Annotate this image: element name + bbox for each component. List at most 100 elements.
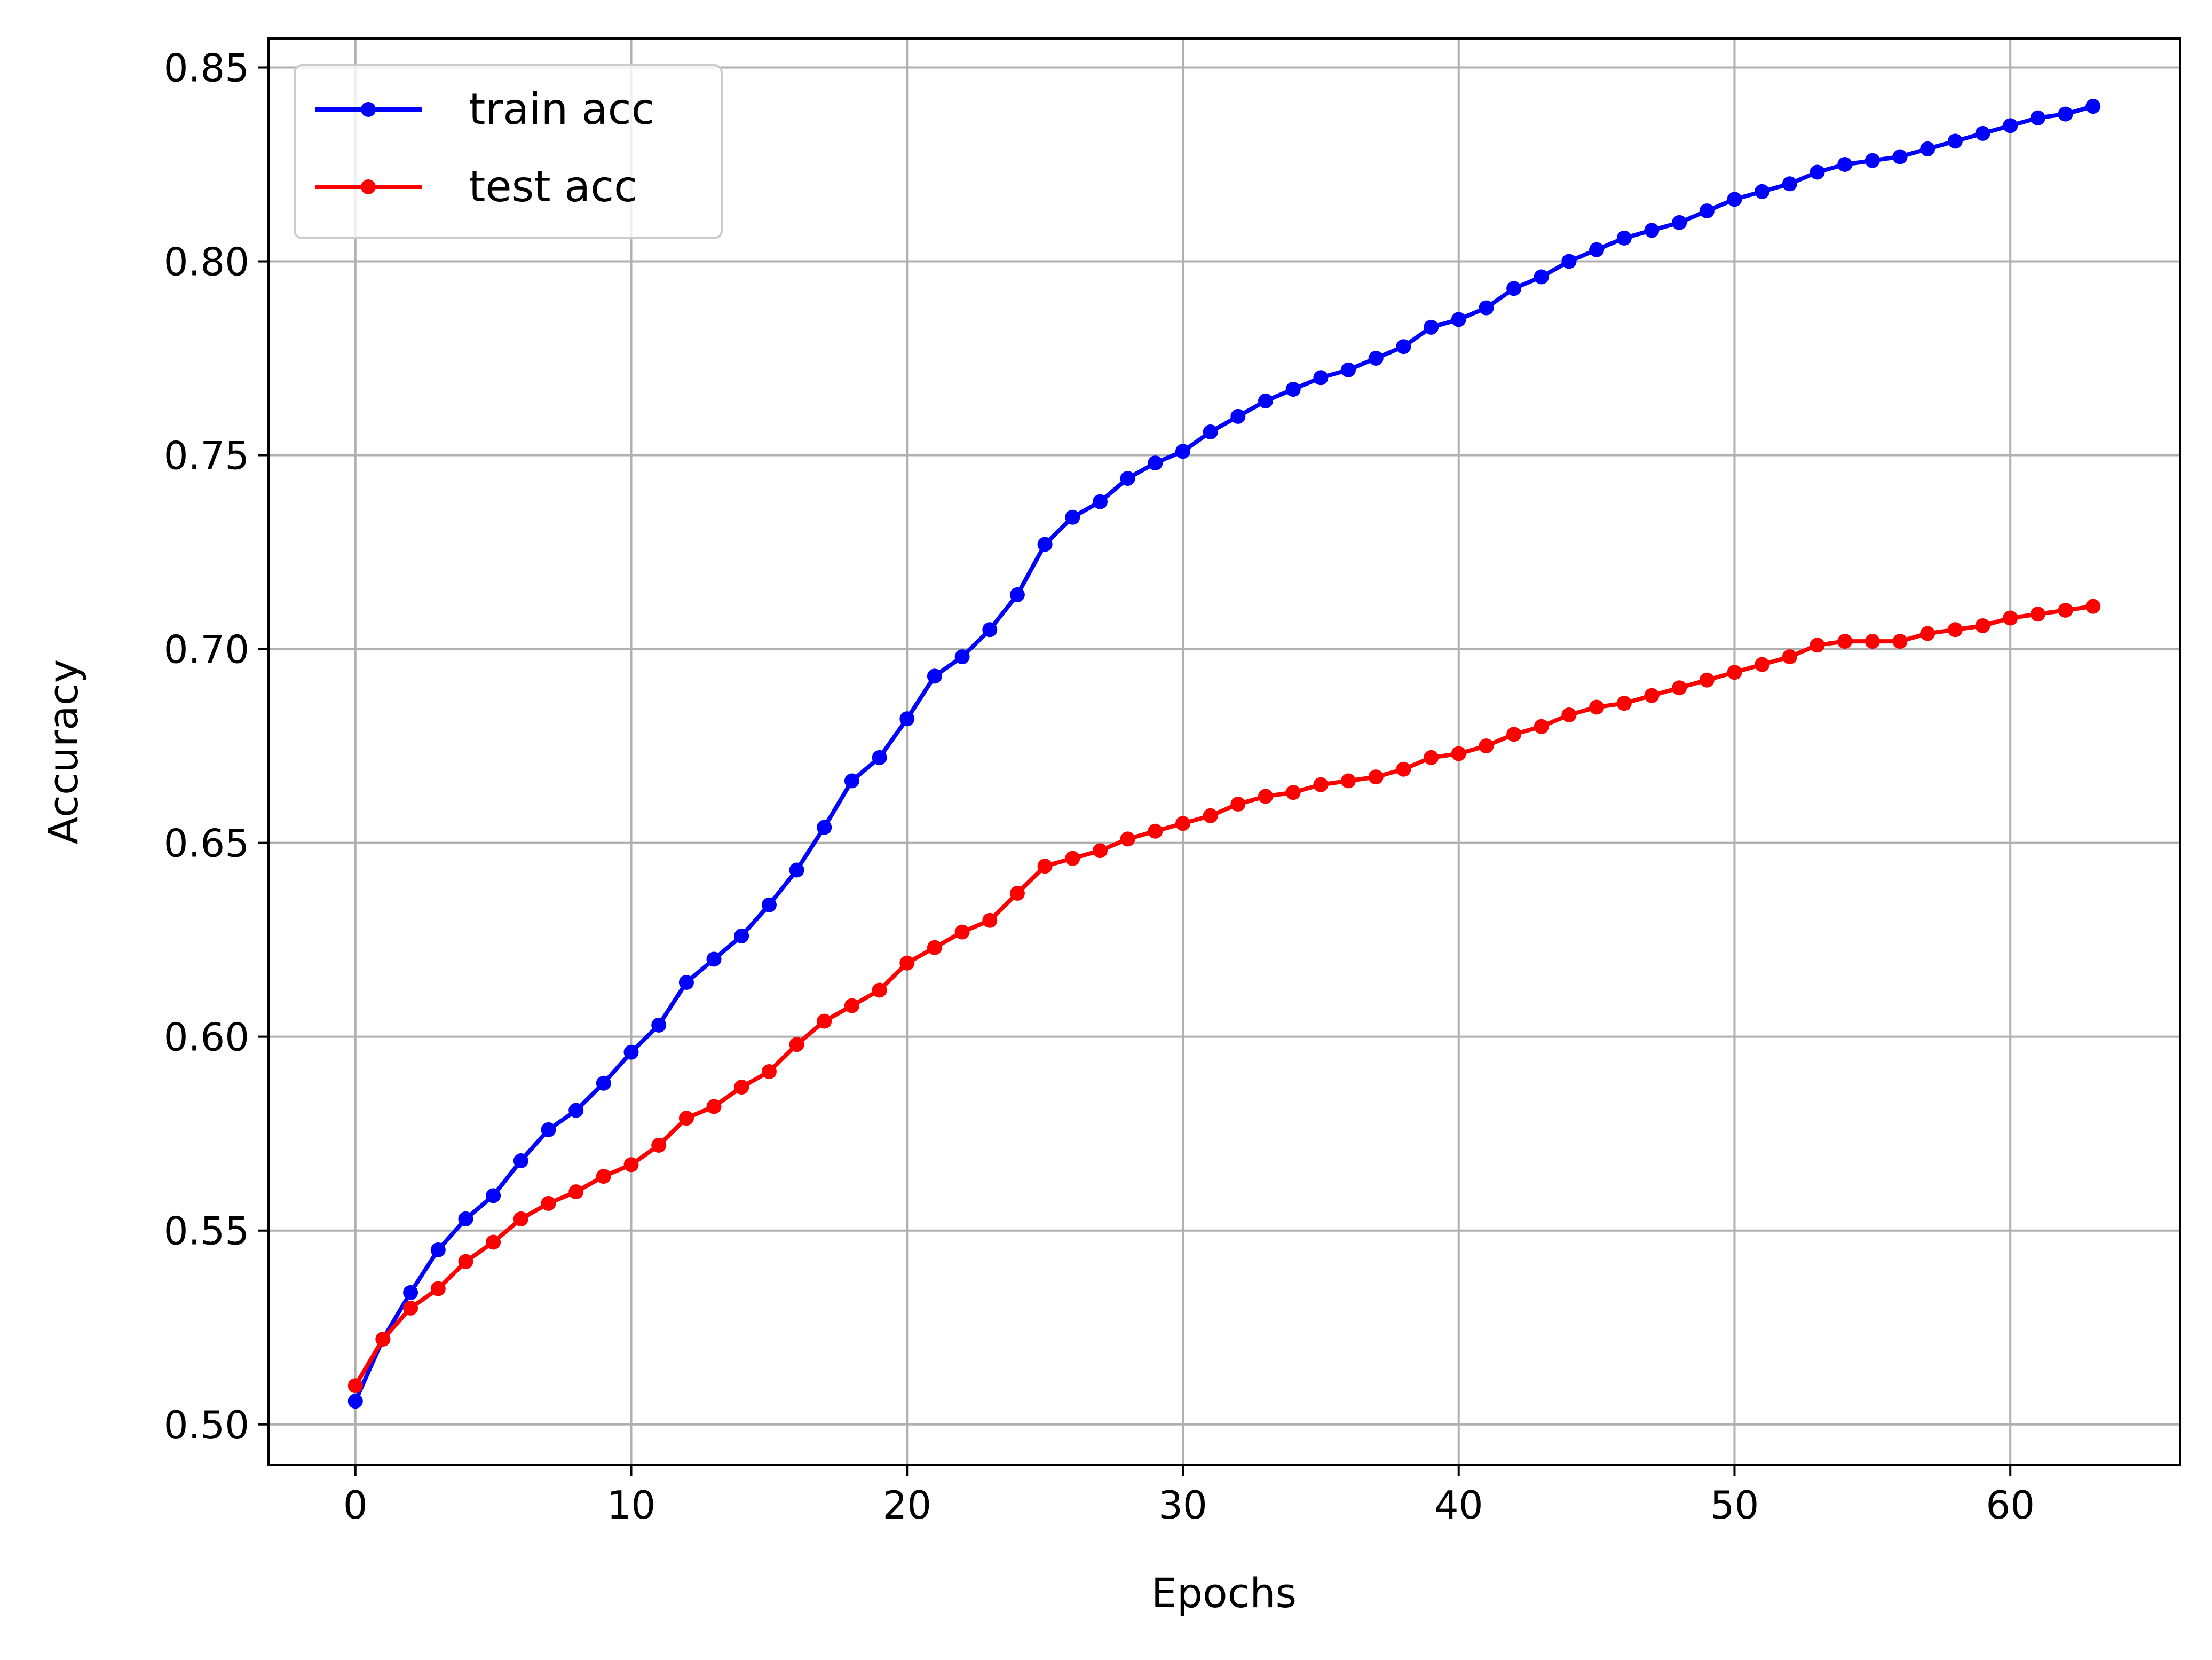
data-point-test-acc [1285, 785, 1301, 800]
plot-area [268, 38, 2180, 1465]
data-point-train-acc [2085, 99, 2101, 114]
legend-label-train: train acc [469, 84, 655, 134]
data-point-train-acc [458, 1211, 473, 1226]
data-point-test-acc [1920, 626, 1936, 641]
y-tick-label: 0.60 [164, 1015, 249, 1060]
data-point-train-acc [1175, 444, 1190, 459]
data-point-test-acc [844, 998, 859, 1013]
x-axis-label: Epochs [1151, 1569, 1297, 1617]
data-point-train-acc [651, 1017, 667, 1033]
data-point-train-acc [1396, 339, 1411, 355]
data-point-test-acc [1782, 649, 1797, 665]
legend-label-test: test acc [469, 162, 637, 211]
data-point-test-acc [1810, 638, 1825, 653]
data-point-train-acc [1258, 393, 1273, 408]
data-point-test-acc [761, 1064, 777, 1079]
x-tick-label: 60 [1986, 1483, 2035, 1528]
data-point-train-acc [1313, 370, 1329, 386]
data-point-train-acc [486, 1188, 501, 1203]
data-point-train-acc [706, 951, 722, 967]
data-point-train-acc [817, 820, 832, 835]
data-point-train-acc [982, 622, 998, 638]
data-point-test-acc [403, 1300, 418, 1316]
data-point-train-acc [1424, 319, 1439, 335]
data-point-train-acc [1093, 494, 1108, 509]
data-point-test-acc [596, 1169, 611, 1184]
data-point-train-acc [927, 668, 942, 684]
data-point-test-acc [1892, 634, 1908, 649]
data-point-test-acc [1230, 797, 1246, 812]
data-point-train-acc [789, 862, 804, 878]
data-point-test-acc [982, 912, 998, 928]
data-point-train-acc [596, 1075, 611, 1091]
data-point-test-acc [1120, 831, 1135, 847]
data-point-test-acc [347, 1378, 363, 1394]
data-point-test-acc [872, 982, 887, 998]
data-point-test-acc [541, 1195, 556, 1211]
data-point-test-acc [486, 1234, 501, 1250]
data-point-train-acc [872, 750, 887, 765]
data-point-train-acc [899, 711, 915, 727]
data-point-test-acc [1203, 808, 1218, 823]
data-point-test-acc [1341, 773, 1356, 789]
data-point-train-acc [954, 649, 970, 665]
data-point-train-acc [1616, 230, 1632, 246]
data-point-test-acc [1479, 738, 1494, 754]
data-point-test-acc [430, 1281, 446, 1296]
ticks: 0 10 20 30 40 50 60 0.50 0.55 0.60 0.65 0.70 0.75 0.8… [164, 45, 2035, 1528]
data-point-test-acc [1175, 816, 1190, 831]
data-point-test-acc [1755, 657, 1770, 672]
data-point-test-acc [1506, 727, 1522, 742]
data-point-test-acc [706, 1099, 722, 1114]
grid [268, 38, 2180, 1465]
data-point-train-acc [1037, 537, 1053, 552]
plot-frame [267, 37, 2181, 1466]
data-point-train-acc [1479, 300, 1494, 316]
data-point-train-acc [2058, 106, 2073, 122]
data-point-train-acc [1230, 408, 1246, 424]
data-point-train-acc [1506, 281, 1522, 296]
legend-marker-test [361, 179, 376, 194]
series-train-acc [347, 99, 2101, 1409]
data-point-train-acc [568, 1103, 584, 1118]
data-point-train-acc [2030, 110, 2045, 125]
data-point-test-acc [1424, 750, 1439, 765]
data-point-train-acc [1120, 471, 1135, 486]
y-tick-label: 0.80 [164, 240, 249, 285]
data-point-test-acc [1837, 634, 1853, 649]
data-point-test-acc [1589, 699, 1605, 715]
data-point-train-acc [761, 897, 777, 912]
y-axis-label: Accuracy [40, 659, 87, 845]
data-point-train-acc [513, 1153, 528, 1168]
data-point-train-acc [1285, 382, 1301, 397]
data-point-train-acc [1782, 176, 1797, 192]
data-point-test-acc [1037, 859, 1053, 874]
y-tick-label: 0.65 [164, 821, 249, 866]
y-tick-label: 0.70 [164, 627, 249, 672]
data-point-train-acc [1009, 587, 1025, 602]
data-point-test-acc [1561, 707, 1577, 722]
y-tick-label: 0.50 [164, 1403, 249, 1447]
data-point-train-acc [1148, 455, 1163, 471]
data-point-train-acc [347, 1394, 363, 1409]
data-point-train-acc [1920, 141, 1936, 156]
data-point-test-acc [513, 1211, 528, 1226]
data-point-test-acc [375, 1332, 391, 1347]
series-layer [347, 99, 2101, 1409]
data-point-test-acc [1975, 618, 1990, 633]
data-point-test-acc [1009, 886, 1025, 901]
x-tick-label: 0 [343, 1483, 368, 1528]
data-point-test-acc [1865, 634, 1880, 649]
data-point-test-acc [458, 1254, 473, 1269]
data-point-train-acc [1837, 157, 1853, 172]
data-point-test-acc [2003, 610, 2018, 626]
data-point-test-acc [2085, 599, 2101, 614]
data-point-train-acc [403, 1285, 418, 1300]
legend: train acc test acc [294, 64, 723, 239]
data-point-train-acc [1065, 509, 1080, 525]
data-point-test-acc [1368, 769, 1384, 785]
series-line-test-acc [352, 604, 2096, 1389]
data-point-test-acc [1396, 761, 1411, 777]
data-point-train-acc [1810, 164, 1825, 180]
